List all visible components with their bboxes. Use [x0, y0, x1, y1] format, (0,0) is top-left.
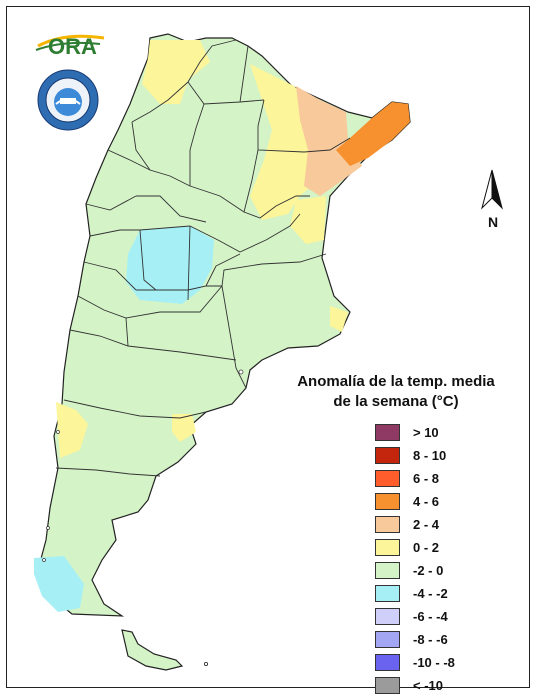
zone-minus4-minus2-center [126, 226, 214, 304]
north-label: N [488, 214, 499, 230]
legend-item: 2 - 4 [375, 513, 455, 536]
legend-title-line1: Anomalía de la temp. media [297, 373, 495, 390]
legend-swatch [375, 493, 400, 510]
legend-item: 0 - 2 [375, 536, 455, 559]
zone-2-4 [296, 86, 362, 196]
legend-swatch [375, 677, 400, 694]
zone-0-2-north [142, 40, 210, 104]
legend-title: Anomalía de la temp. media de la semana … [296, 372, 496, 412]
legend-item: > 10 [375, 421, 455, 444]
legend-swatch [375, 608, 400, 625]
legend-swatch [375, 539, 400, 556]
legend-swatch [375, 447, 400, 464]
zone-0-2-gulf [172, 414, 196, 442]
legend-swatch [375, 470, 400, 487]
legend-label: -6 - -4 [413, 609, 448, 624]
north-arrow-icon [481, 169, 503, 210]
legend-label: 6 - 8 [413, 471, 440, 486]
ora-logo-text: ORA [48, 34, 97, 58]
ora-logo: ORA [35, 34, 105, 58]
legend-label: -4 - -2 [413, 586, 448, 601]
legend-swatch [375, 516, 400, 533]
zone-4-6 [336, 102, 410, 166]
legend-swatch [375, 424, 400, 441]
legend-swatch [375, 631, 400, 648]
legend-label: 0 - 2 [413, 540, 440, 555]
legend: Anomalía de la temp. media de la semana … [296, 372, 496, 694]
legend-label: -10 - -8 [413, 655, 455, 670]
legend-item: -2 - 0 [375, 559, 455, 582]
legend-title-line2: de la semana (°C) [333, 393, 459, 410]
province-boundaries [55, 39, 351, 477]
zone-minus4-minus2-south [34, 556, 84, 612]
tierra-del-fuego-shape [121, 629, 184, 671]
legend-label: -8 - -6 [413, 632, 448, 647]
legend-label: > 10 [413, 425, 439, 440]
legend-swatch [375, 585, 400, 602]
zone-0-2-coast [330, 306, 348, 332]
zone-0-2-west [56, 402, 88, 458]
legend-label: < -10 [413, 678, 443, 693]
legend-item: < -10 [375, 674, 455, 697]
legend-item: -4 - -2 [375, 582, 455, 605]
legend-label: 2 - 4 [413, 517, 440, 532]
legend-item: 4 - 6 [375, 490, 455, 513]
legend-items: > 10 8 - 10 6 - 8 4 - 6 2 - 4 0 - 2 -2 - 0 -4 -… [375, 421, 455, 697]
legend-item: 6 - 8 [375, 467, 455, 490]
zone-0-2-east [290, 196, 326, 244]
legend-label: 4 - 6 [413, 494, 440, 509]
lakes [42, 369, 244, 562]
legend-swatch [375, 562, 400, 579]
legend-label: 8 - 10 [413, 448, 447, 463]
legend-label: -2 - 0 [413, 563, 444, 578]
seal-icon [37, 69, 99, 131]
legend-swatch [375, 654, 400, 671]
legend-item: -6 - -4 [375, 605, 455, 628]
legend-item: -10 - -8 [375, 651, 455, 674]
legend-item: 8 - 10 [375, 444, 455, 467]
legend-item: -8 - -6 [375, 628, 455, 651]
